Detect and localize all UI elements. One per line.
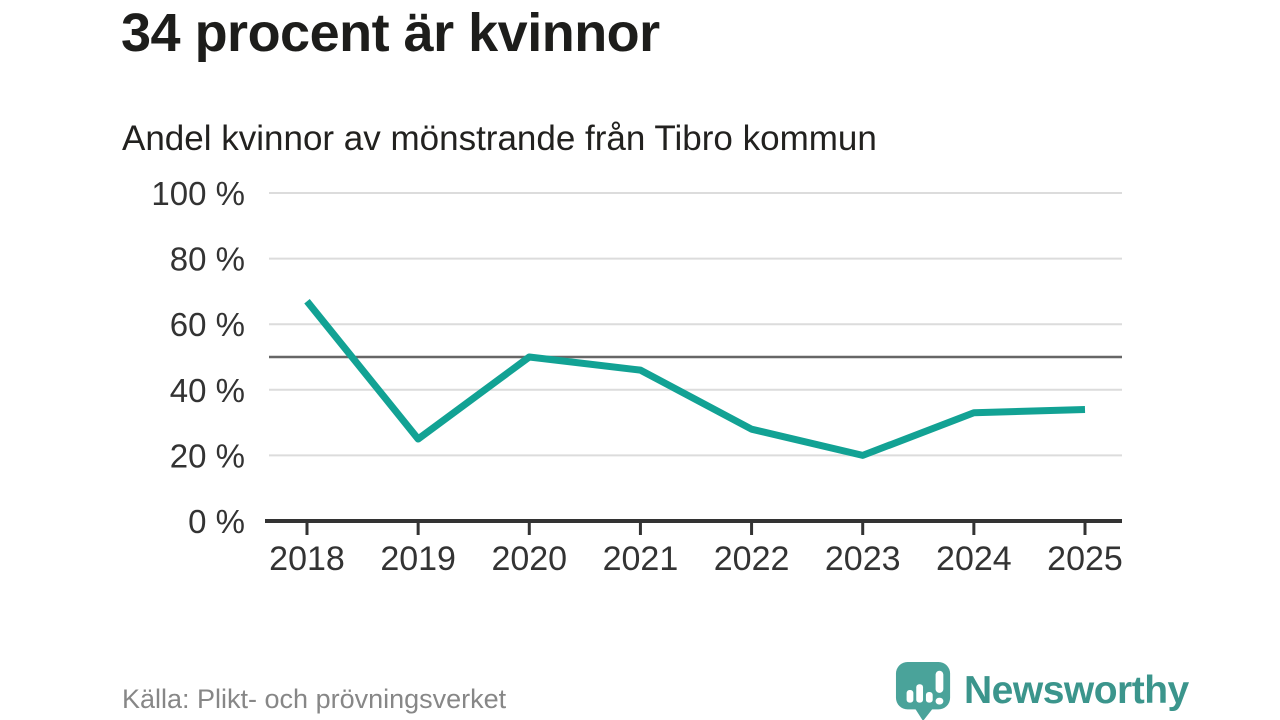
x-axis-tick-label: 2023 — [825, 540, 901, 578]
x-axis-tick-label: 2020 — [491, 540, 567, 578]
newsworthy-logo: Newsworthy — [895, 660, 1189, 720]
x-axis-tick-label: 2021 — [603, 540, 679, 578]
x-axis-tick-label: 2024 — [936, 540, 1012, 578]
y-axis-tick-label: 80 % — [170, 241, 245, 278]
y-axis-tick-label: 100 % — [151, 175, 245, 212]
y-axis-tick-label: 20 % — [170, 437, 245, 474]
x-axis-tick-label: 2019 — [380, 540, 456, 578]
x-axis-tick-label: 2025 — [1047, 540, 1123, 578]
y-axis-tick-label: 40 % — [170, 372, 245, 409]
x-axis-tick-label: 2018 — [269, 540, 345, 578]
x-axis-tick-label: 2022 — [714, 540, 790, 578]
newsworthy-bar-chart-bubble-icon — [895, 662, 951, 720]
y-axis-tick-label: 0 % — [188, 503, 245, 540]
y-axis-tick-label: 60 % — [170, 306, 245, 343]
data-line-andel-kvinnor — [304, 299, 1086, 459]
chart-subtitle: Andel kvinnor av mönstrande från Tibro k… — [122, 119, 877, 158]
newsworthy-logo-text: Newsworthy — [964, 669, 1189, 712]
chart-title: 34 procent är kvinnor — [121, 3, 660, 63]
source-note: Källa: Plikt- och prövningsverket — [122, 684, 507, 714]
